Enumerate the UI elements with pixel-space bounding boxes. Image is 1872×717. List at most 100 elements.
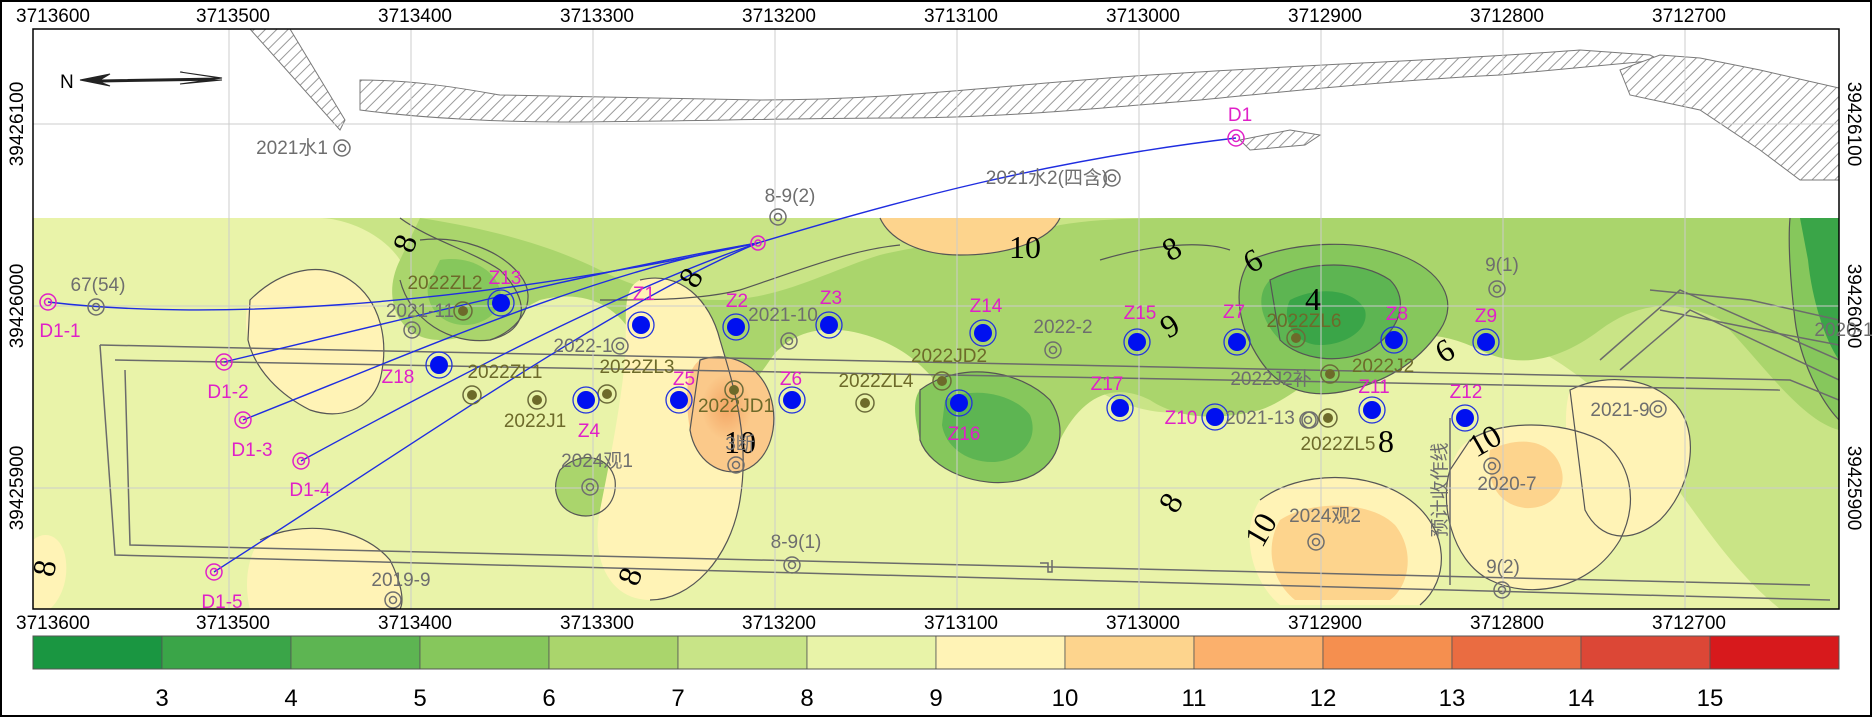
borehole-label: D1-5	[201, 592, 242, 613]
borehole-label: D1-1	[39, 321, 80, 342]
z-label: Z18	[382, 367, 415, 388]
legend-label: 10	[1052, 685, 1079, 712]
y-tick: 39426000	[7, 264, 28, 349]
x-tick: 3713600	[16, 6, 90, 27]
legend-swatch	[1322, 635, 1453, 670]
z-label: Z1	[633, 284, 655, 305]
legend-swatch	[1193, 635, 1324, 670]
x-tick: 3712900	[1288, 613, 1362, 634]
x-tick: 3713200	[742, 613, 816, 634]
contour-6-zone-c	[555, 457, 616, 516]
hole-label: 2024观1	[561, 451, 633, 472]
x-tick: 3712700	[1652, 6, 1726, 27]
x-tick: 3713100	[924, 613, 998, 634]
z-label: Z16	[948, 424, 981, 445]
legend-label: 6	[542, 685, 555, 712]
legend-label: 8	[800, 685, 813, 712]
hole-label: 2020-1	[1814, 320, 1872, 341]
borehole-label: D1-3	[231, 440, 272, 461]
legend-label: 12	[1310, 685, 1337, 712]
legend-label: 15	[1697, 685, 1724, 712]
north-label: N	[60, 72, 74, 93]
z-label: Z2	[726, 291, 748, 312]
hole-label: 2022J2补	[1230, 368, 1311, 390]
legend-swatch	[677, 635, 808, 670]
legend-swatch	[548, 635, 679, 670]
map-frame	[32, 28, 1840, 610]
legend-swatch	[290, 635, 421, 670]
x-tick: 3713100	[924, 6, 998, 27]
legend-label: 7	[671, 685, 684, 712]
hole-label: 2022ZL6	[1266, 311, 1341, 332]
legend-label: 4	[284, 685, 297, 712]
contour-9-zone-f	[1565, 379, 1691, 537]
z-label: Z13	[489, 268, 522, 289]
contour-label: 4	[1305, 281, 1321, 317]
legend-swatch	[1451, 635, 1582, 670]
legend-swatch	[1580, 635, 1711, 670]
hatched-zone	[249, 29, 1839, 181]
z-label: Z9	[1475, 306, 1497, 327]
z-label: Z14	[970, 296, 1003, 317]
hole-label: 9(1)	[1485, 255, 1519, 276]
x-tick: 3712800	[1470, 6, 1544, 27]
x-tick: 3713500	[196, 613, 270, 634]
legend-label: 13	[1439, 685, 1466, 712]
x-tick: 3712700	[1652, 613, 1726, 634]
z-label: Z6	[780, 369, 802, 390]
x-tick: 3712900	[1288, 6, 1362, 27]
legend-label: 9	[929, 685, 942, 712]
hole-label: 2021-11	[386, 301, 454, 322]
y-axis-right: 39426100 39426000 39425900	[1843, 82, 1864, 531]
y-tick: 39425900	[1843, 446, 1864, 531]
color-legend	[32, 635, 1840, 670]
x-tick: 3713500	[196, 6, 270, 27]
hole-label: 2022ZL4	[838, 371, 913, 392]
x-tick: 3712800	[1470, 613, 1544, 634]
drill-lines	[47, 137, 1237, 573]
y-tick: 39425900	[7, 446, 28, 531]
z-label: Z15	[1124, 303, 1157, 324]
legend-frame	[32, 635, 1840, 670]
z-label: Z17	[1091, 374, 1124, 395]
legend-labels: 3 4 5 6 7 8 9 10 11 12 13 14 15	[155, 685, 1723, 712]
x-axis-top: 3713600 3713500 3713400 3713300 3713200 …	[16, 6, 1726, 27]
contour-label: 10	[1009, 229, 1041, 265]
hole-label: 2019-9	[371, 570, 430, 591]
x-tick: 3713000	[1106, 613, 1180, 634]
contour-label: 8	[1378, 423, 1394, 459]
x-tick: 3713400	[378, 6, 452, 27]
hole-label: 2022-1	[553, 336, 612, 357]
legend-label: 5	[413, 685, 426, 712]
z-label: Z7	[1223, 302, 1245, 323]
hole-label: 2021水2(四含)	[986, 167, 1109, 189]
x-tick: 3713200	[742, 6, 816, 27]
hole-label: 2022ZL5	[1300, 434, 1375, 455]
z-label: Z4	[578, 421, 601, 442]
legend-label: 11	[1182, 685, 1207, 712]
x-tick: 3713600	[16, 613, 90, 634]
gray-holes	[87, 139, 1667, 609]
borehole-label: D1-2	[207, 382, 248, 403]
fault-label: 3断	[725, 433, 755, 455]
grid	[33, 29, 1839, 609]
gray-labels: 2021水1 2021水2(四含) 8-9(2) 67(54) 9(1) 202…	[71, 137, 1872, 591]
hole-label: 2022JD2	[911, 346, 987, 367]
hole-label: 2022ZL3	[599, 357, 674, 378]
contour-9-zone-h	[33, 535, 67, 609]
hole-label: 2022J1	[504, 411, 566, 432]
legend-swatch	[935, 635, 1066, 670]
z-label: Z12	[1450, 382, 1483, 403]
north-arrow-icon: N	[60, 71, 223, 93]
contour-label: 8	[25, 557, 63, 579]
hole-label: 2022ZL1	[467, 362, 542, 383]
x-axis-bottom: 3713600 3713500 3713400 3713300 3713200 …	[16, 613, 1726, 634]
olive-labels: 2022ZL2 2022ZL1 2022ZL3 2022J1 2022ZL4 2…	[407, 273, 1414, 455]
hole-label: 2022-2	[1033, 317, 1092, 338]
x-tick: 3713300	[560, 613, 634, 634]
legend-swatch	[1709, 635, 1840, 670]
magenta-holes	[39, 129, 1245, 581]
x-tick: 3713000	[1106, 6, 1180, 27]
hole-label: 2021-9	[1590, 400, 1649, 421]
z-holes	[425, 289, 1500, 432]
